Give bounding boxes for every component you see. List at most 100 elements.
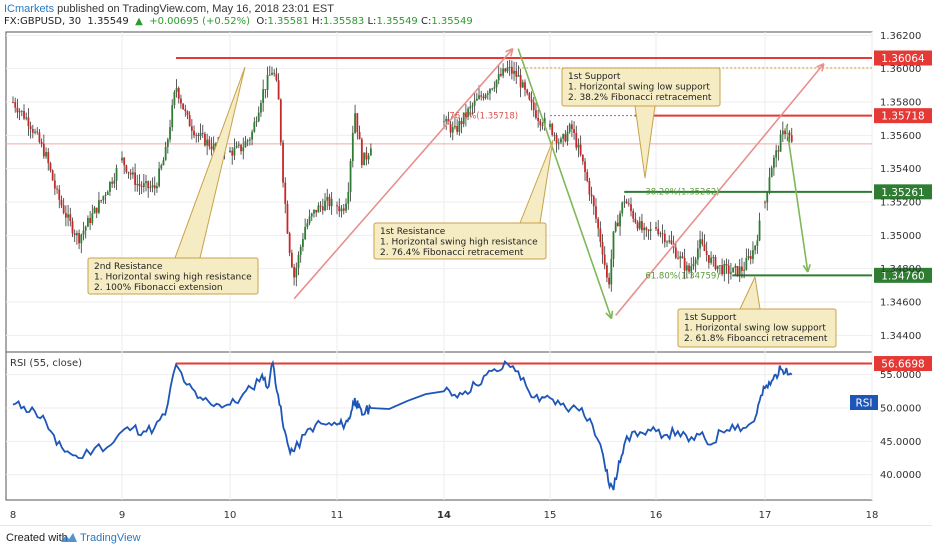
candle-body <box>714 257 717 270</box>
candle-body <box>603 254 606 266</box>
candle-body <box>175 88 178 92</box>
candle-body <box>87 218 89 227</box>
annotation-box[interactable] <box>373 222 547 260</box>
tradingview-logo-icon[interactable] <box>60 531 78 545</box>
annotation-box[interactable] <box>677 308 837 348</box>
candle-body <box>632 210 635 219</box>
rsi-tick-label: 45.0000 <box>880 437 921 448</box>
candle-body <box>277 80 280 100</box>
fib-extension-arrow-2-head <box>816 62 825 68</box>
annotation-pointer <box>634 105 656 179</box>
bearish-projection-arrow-1[interactable] <box>517 48 613 319</box>
fib-level-label: 76.4%(1.35718) <box>449 112 518 122</box>
price-level-badge <box>874 50 932 66</box>
candle-body <box>166 139 169 147</box>
candle-body <box>718 265 721 267</box>
candle-body <box>495 80 498 88</box>
fib-extension-arrow-1[interactable] <box>293 48 514 300</box>
candle-body <box>606 265 608 278</box>
candle-body <box>692 263 695 267</box>
candle-body <box>758 220 761 241</box>
candle-body <box>206 139 209 146</box>
candle-body <box>521 82 524 88</box>
candle-body <box>768 177 771 193</box>
candle-body <box>562 134 565 139</box>
x-tick-label: 16 <box>650 510 663 521</box>
high-label: H: <box>312 16 323 27</box>
candle-body <box>302 239 304 247</box>
candle-body <box>290 252 293 268</box>
candle-body <box>599 228 602 242</box>
candle-body <box>524 82 526 90</box>
candle-body <box>634 218 637 223</box>
candle-body <box>363 152 366 166</box>
candle-body <box>345 203 347 211</box>
candle-body <box>541 125 544 126</box>
rsi-tick-label: 50.0000 <box>880 404 921 415</box>
price-change: +0.00695 (+0.52%) <box>149 16 251 27</box>
candle-body <box>510 66 513 74</box>
candle-body <box>630 204 632 211</box>
candle-body <box>788 132 791 136</box>
annotation-box[interactable] <box>87 257 259 295</box>
low-label: L: <box>367 16 377 27</box>
x-tick-label: 14 <box>437 510 451 521</box>
candle-body <box>160 165 163 169</box>
fib-extension-arrow-1-head <box>505 47 514 53</box>
candle-body <box>723 263 726 275</box>
candle-body <box>730 272 732 274</box>
rsi-line[interactable] <box>12 359 793 491</box>
annotation-box[interactable] <box>561 67 721 107</box>
candle-body <box>89 218 92 223</box>
candle-body <box>716 265 719 270</box>
price-level-label: 1.34760 <box>881 270 924 282</box>
fib-extension-arrow-2-head <box>821 63 825 72</box>
candle-body <box>616 222 619 227</box>
candle-body <box>749 256 752 259</box>
annotation-pointer <box>174 66 246 259</box>
candle-body <box>184 109 187 112</box>
candle-body <box>288 233 291 253</box>
price-level-badge <box>874 108 932 124</box>
candle-body <box>475 98 478 101</box>
candle-body <box>67 214 69 218</box>
candle-body <box>592 196 595 207</box>
candle-body <box>177 88 180 99</box>
candle-body <box>240 144 242 152</box>
fib-extension-arrow-2[interactable] <box>615 63 825 316</box>
candle-body <box>229 150 231 152</box>
candle-body <box>575 132 578 148</box>
bearish-projection-arrow-2[interactable] <box>785 125 809 273</box>
candle-body <box>754 245 757 251</box>
candle-body <box>586 172 589 181</box>
symbol-label[interactable]: FX:GBPUSD, 30 <box>4 16 82 27</box>
candle-body <box>153 185 156 189</box>
candle-body <box>342 208 345 211</box>
candle-body <box>158 168 161 187</box>
candle-body <box>677 257 679 259</box>
candle-body <box>584 161 586 173</box>
candle-body <box>129 172 132 175</box>
publisher-name[interactable]: ICmarkets <box>4 3 55 15</box>
candle-body <box>195 135 198 136</box>
candle-body <box>663 233 666 243</box>
tradingview-link[interactable]: TradingView <box>80 532 141 544</box>
candle-body <box>351 132 354 162</box>
candle-body <box>111 181 114 184</box>
candle-body <box>156 186 158 189</box>
price-chart[interactable]: 1.36064 1.35718 1.35261 1.34760 76.4%(1.357… <box>0 30 932 525</box>
candle-body <box>560 138 562 143</box>
candle-body <box>537 117 540 121</box>
candle-body <box>106 191 109 195</box>
candle-body <box>102 196 105 201</box>
candle-body <box>151 185 154 188</box>
candle-body <box>208 139 211 147</box>
price-tick-label: 1.35200 <box>880 198 921 209</box>
candle-body <box>231 150 234 156</box>
rsi-legend-badge <box>850 395 878 410</box>
candle-body <box>745 258 748 270</box>
x-tick-label: 11 <box>331 510 344 521</box>
candle-body <box>513 70 515 74</box>
candle-body <box>491 88 494 90</box>
bearish-projection-arrow-2-head <box>807 264 811 273</box>
